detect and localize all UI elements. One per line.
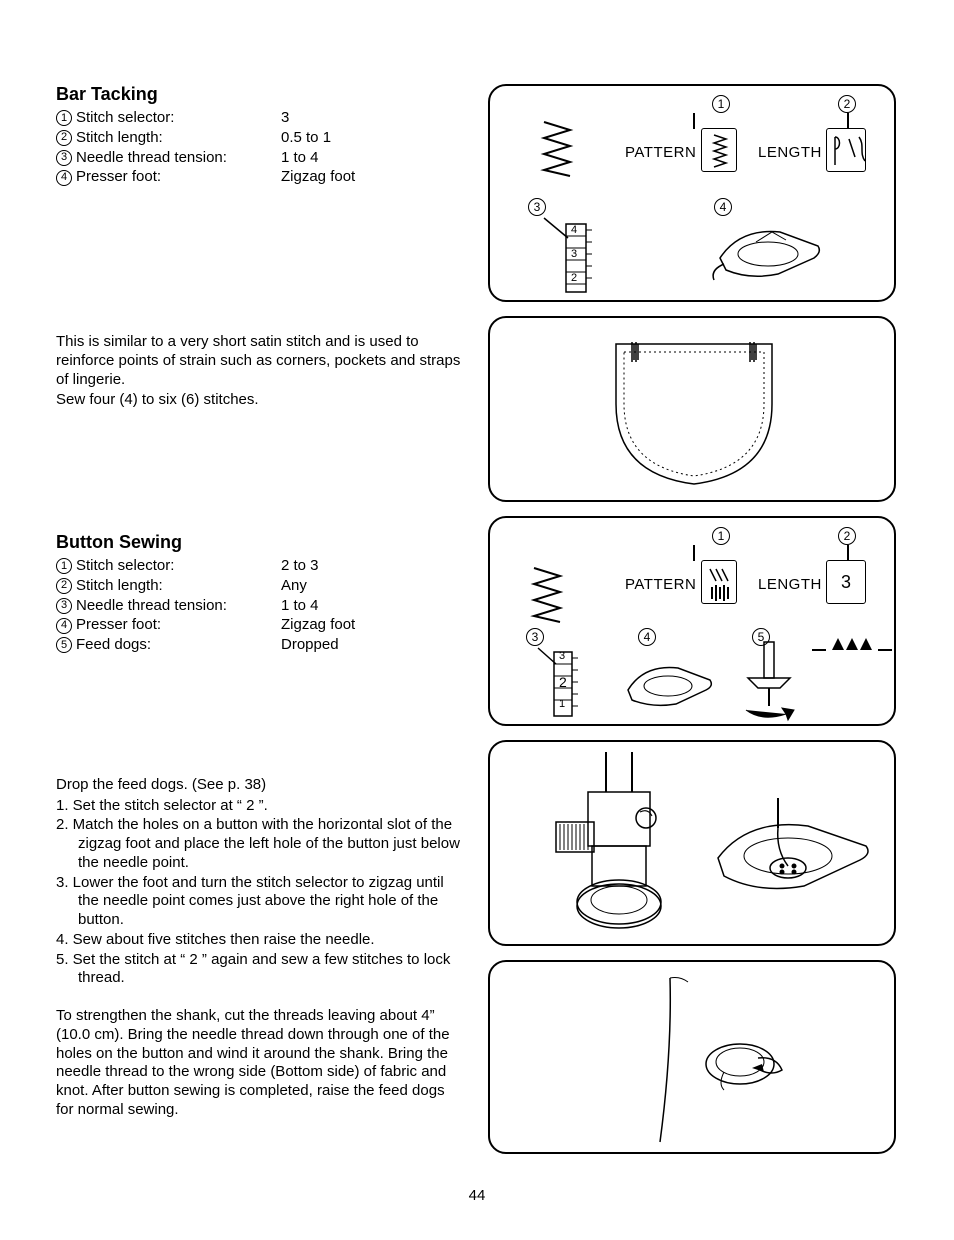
pattern-box: [701, 560, 737, 604]
spec-value: 1 to 4: [281, 149, 319, 168]
step-item: 3. Lower the foot and turn the stitch se…: [56, 874, 466, 930]
dial-mark: 4: [571, 224, 577, 236]
callout-1: 1: [712, 527, 730, 545]
button-sewing-intro: Drop the feed dogs. (See p. 38): [56, 776, 466, 795]
spec-row: 3Needle thread tension: 1 to 4: [56, 597, 466, 616]
spec-value: Zigzag foot: [281, 168, 355, 187]
length-box: 3: [826, 560, 866, 604]
callout-4: 4: [714, 198, 732, 216]
spec-row: 1Stitch selector: 3: [56, 109, 466, 128]
spec-row: 3Needle thread tension: 1 to 4: [56, 149, 466, 168]
spec-num: 1: [56, 110, 72, 126]
shank-illustration-panel: [488, 960, 896, 1154]
button-sewing-section: Button Sewing 1Stitch selector: 2 to 3 2…: [56, 532, 466, 1120]
button-sewing-heading: Button Sewing: [56, 532, 466, 553]
spec-value: Dropped: [281, 636, 339, 655]
spec-label: Stitch selector:: [76, 109, 174, 128]
spec-label: Needle thread tension:: [76, 597, 227, 616]
step-item: 1. Set the stitch selector at “ 2 ”.: [56, 797, 466, 816]
dial-mark: 3: [559, 650, 565, 662]
spec-num: 2: [56, 578, 72, 594]
length-box: [826, 128, 866, 172]
spec-value: 2 to 3: [281, 557, 319, 576]
spec-num: 5: [56, 637, 72, 653]
dial-mark: 1: [559, 698, 565, 710]
dial-mark: 3: [571, 248, 577, 260]
spec-label: Stitch length:: [76, 129, 163, 148]
spec-num: 1: [56, 558, 72, 574]
selector-knob-icon: [536, 752, 686, 938]
length-label: LENGTH: [758, 144, 822, 161]
spec-row: 4Presser foot: Zigzag foot: [56, 616, 466, 635]
bar-tacking-settings-panel: 1 2 PATTERN LENGTH 3 4: [488, 84, 896, 302]
bar-tacking-description: This is similar to a very short satin st…: [56, 333, 466, 389]
callout-4: 4: [638, 628, 656, 646]
spec-label: Presser foot:: [76, 168, 161, 187]
spec-value: Zigzag foot: [281, 616, 355, 635]
step-item: 4. Sew about five stitches then raise th…: [56, 931, 466, 950]
spec-label: Stitch length:: [76, 577, 163, 596]
step-item: 2. Match the holes on a button with the …: [56, 816, 466, 872]
spec-label: Needle thread tension:: [76, 149, 227, 168]
dial-mark: 2: [559, 674, 567, 690]
bar-tacking-heading: Bar Tacking: [56, 84, 466, 105]
zigzag-stitch-icon: [540, 118, 574, 180]
spec-row: 2Stitch length: Any: [56, 577, 466, 596]
bar-tacking-description-2: Sew four (4) to six (6) stitches.: [56, 391, 466, 410]
length-label: LENGTH: [758, 576, 822, 593]
callout-2: 2: [838, 527, 856, 545]
pocket-illustration-panel: [488, 316, 896, 502]
spec-value: 3: [281, 109, 289, 128]
spec-label: Feed dogs:: [76, 636, 151, 655]
fabric-with-button-icon: [520, 972, 870, 1146]
spec-num: 2: [56, 130, 72, 146]
bar-tacking-section: Bar Tacking 1Stitch selector: 3 2Stitch …: [56, 84, 466, 410]
spec-num: 4: [56, 618, 72, 634]
pocket-icon: [596, 334, 792, 490]
feed-dogs-icon: [812, 632, 892, 656]
spec-row: 4Presser foot: Zigzag foot: [56, 168, 466, 187]
pattern-icon: [702, 561, 738, 605]
presser-foot-icon: [710, 218, 830, 288]
pattern-box: [701, 128, 737, 172]
dial-mark: 2: [571, 272, 577, 284]
button-sewing-settings-panel: 1 2 PATTERN LENGTH 3 3 4 5: [488, 516, 896, 726]
button-sewing-closing: To strengthen the shank, cut the threads…: [56, 1007, 466, 1120]
spec-value: 1 to 4: [281, 597, 319, 616]
spec-num: 4: [56, 170, 72, 186]
spec-num: 3: [56, 598, 72, 614]
pattern-label: PATTERN: [625, 144, 696, 161]
callout-1: 1: [712, 95, 730, 113]
pattern-label: PATTERN: [625, 576, 696, 593]
pattern-icon: [702, 129, 738, 173]
zigzag-stitch-icon: [530, 564, 564, 624]
spec-value: 0.5 to 1: [281, 129, 331, 148]
length-icon: [827, 129, 867, 173]
callout-2: 2: [838, 95, 856, 113]
step-item: 5. Set the stitch at “ 2 ” again and sew…: [56, 951, 466, 989]
spec-row: 1Stitch selector: 2 to 3: [56, 557, 466, 576]
feed-dog-lever-icon: [738, 638, 808, 722]
spec-row: 5Feed dogs: Dropped: [56, 636, 466, 655]
spec-label: Stitch selector:: [76, 557, 174, 576]
spec-value: Any: [281, 577, 307, 596]
spec-row: 2Stitch length: 0.5 to 1: [56, 129, 466, 148]
button-sewing-steps: 1. Set the stitch selector at “ 2 ”. 2. …: [56, 797, 466, 989]
tension-dial-icon: [540, 214, 600, 294]
spec-label: Presser foot:: [76, 616, 161, 635]
length-value: 3: [841, 572, 851, 593]
page-number: 44: [0, 1187, 954, 1204]
button-sewing-closeup-panel: [488, 740, 896, 946]
foot-with-button-icon: [708, 798, 878, 908]
spec-num: 3: [56, 150, 72, 166]
presser-foot-icon: [620, 656, 720, 714]
